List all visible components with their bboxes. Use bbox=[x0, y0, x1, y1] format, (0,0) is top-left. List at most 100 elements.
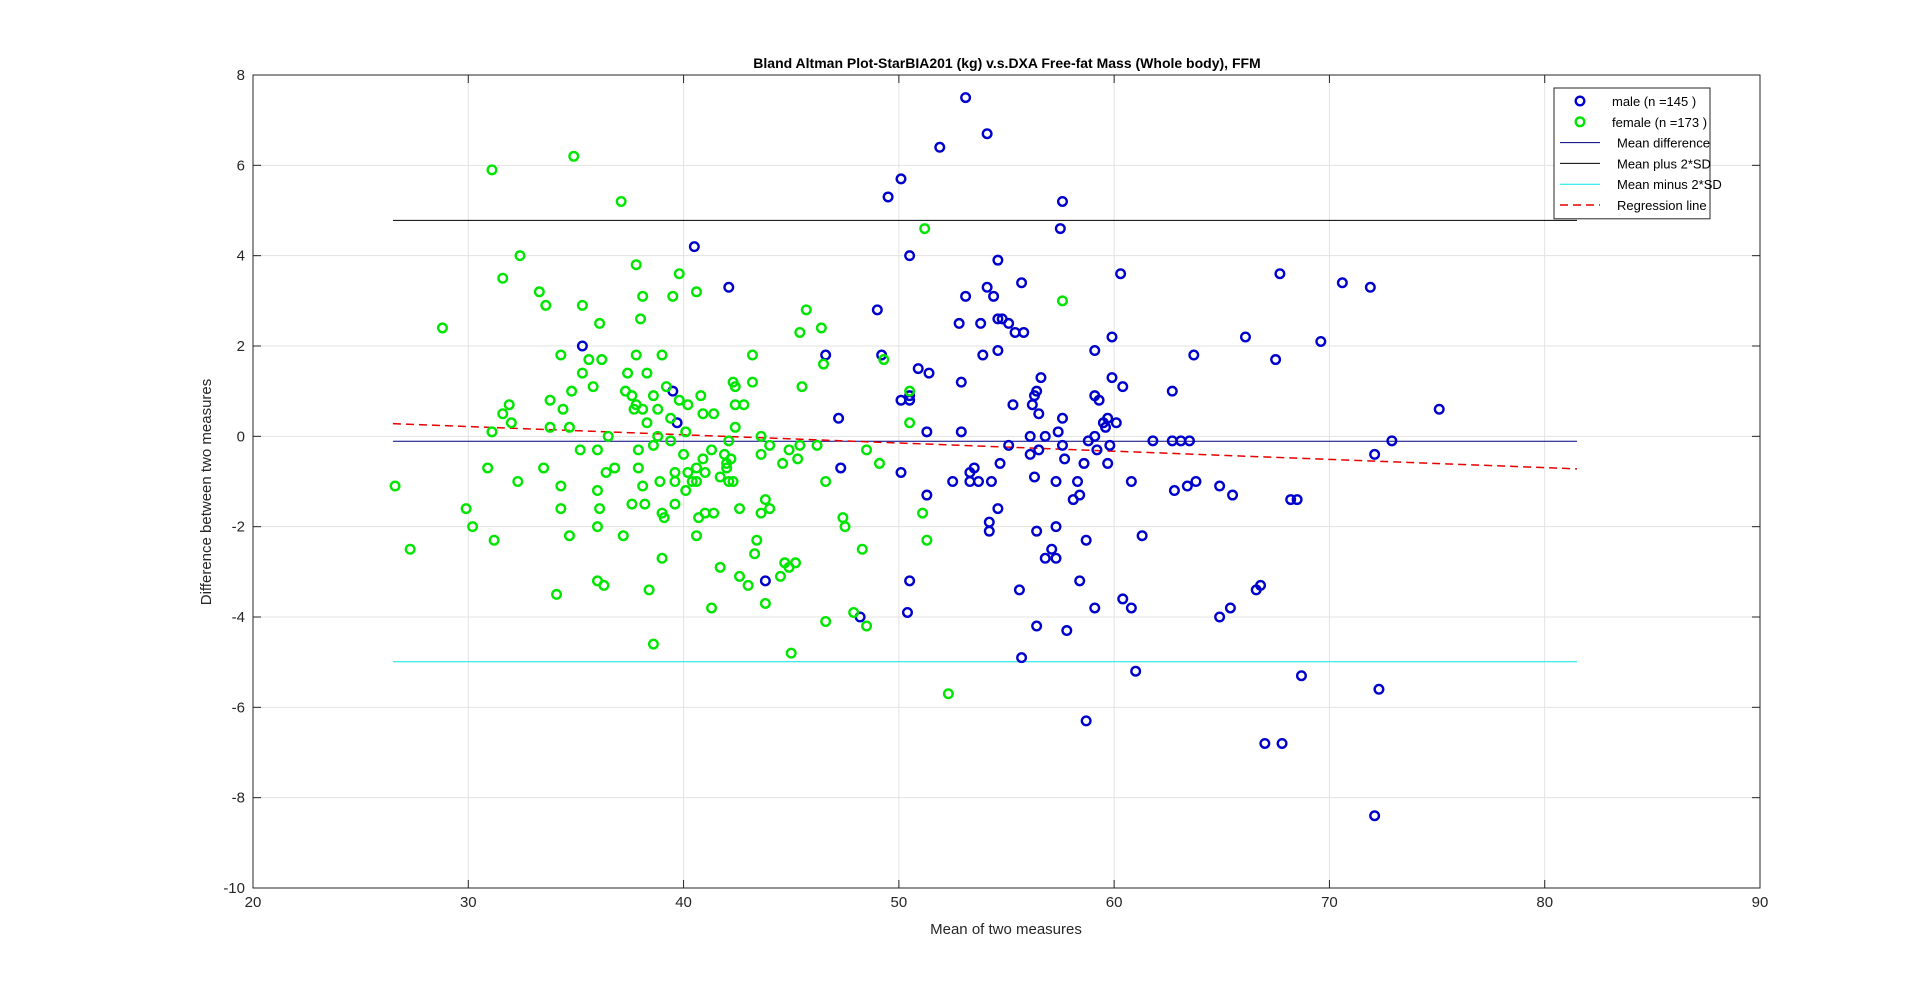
legend-label: female (n =173 ) bbox=[1612, 115, 1707, 130]
male-point bbox=[1013, 584, 1025, 596]
female-point bbox=[551, 588, 563, 600]
male-point bbox=[1031, 525, 1043, 537]
male-point bbox=[1046, 543, 1058, 555]
x-tick-label: 40 bbox=[675, 894, 692, 911]
y-tick-label: -8 bbox=[232, 790, 245, 807]
male-point bbox=[955, 376, 967, 388]
x-axis-title: Mean of two measures bbox=[930, 921, 1082, 938]
x-tick-label: 20 bbox=[245, 894, 262, 911]
female-point bbox=[742, 579, 754, 591]
male-point bbox=[1259, 737, 1271, 749]
female-point bbox=[723, 435, 735, 447]
male-point bbox=[1050, 521, 1062, 533]
female-point bbox=[583, 354, 595, 366]
male-point bbox=[1050, 552, 1062, 564]
female-point bbox=[660, 381, 672, 393]
male-point bbox=[1274, 268, 1286, 280]
legend-label: Mean difference bbox=[1617, 136, 1710, 151]
male-point bbox=[1102, 457, 1114, 469]
male-point bbox=[1024, 430, 1036, 442]
female-point bbox=[738, 399, 750, 411]
female-point bbox=[591, 521, 603, 533]
male-point bbox=[1003, 439, 1015, 451]
female-point bbox=[544, 421, 556, 433]
female-point bbox=[714, 471, 726, 483]
female-point bbox=[576, 299, 588, 311]
female-point bbox=[873, 457, 885, 469]
male-point bbox=[1028, 471, 1040, 483]
male-point bbox=[1052, 426, 1064, 438]
female-point bbox=[568, 150, 580, 162]
male-point bbox=[994, 457, 1006, 469]
female-point bbox=[555, 503, 567, 515]
male-point bbox=[895, 394, 907, 406]
male-point bbox=[688, 241, 700, 253]
male-point bbox=[895, 466, 907, 478]
male-point bbox=[576, 340, 588, 352]
male-point bbox=[1115, 268, 1127, 280]
male-point bbox=[1100, 421, 1112, 433]
female-point bbox=[637, 480, 649, 492]
male-point bbox=[975, 317, 987, 329]
female-point bbox=[783, 444, 795, 456]
female-point bbox=[594, 503, 606, 515]
female-point bbox=[598, 579, 610, 591]
legend-label: Regression line bbox=[1617, 198, 1707, 213]
regression-line-line bbox=[392, 422, 1578, 470]
x-tick-label: 30 bbox=[460, 894, 477, 911]
male-point bbox=[1270, 354, 1282, 366]
male-point bbox=[1056, 439, 1068, 451]
male-point bbox=[1016, 652, 1028, 664]
male-point bbox=[977, 349, 989, 361]
female-point bbox=[680, 485, 692, 497]
legend-box bbox=[1553, 87, 1711, 220]
male-point bbox=[981, 128, 993, 140]
female-point bbox=[820, 616, 832, 628]
female-point bbox=[626, 498, 638, 510]
grid-lines bbox=[252, 74, 1761, 889]
female-point bbox=[654, 476, 666, 488]
male-point bbox=[1276, 737, 1288, 749]
male-point bbox=[1336, 277, 1348, 289]
female-point bbox=[678, 448, 690, 460]
female-point bbox=[641, 367, 653, 379]
male-point bbox=[1364, 281, 1376, 293]
male-point bbox=[1033, 444, 1045, 456]
male-point bbox=[1224, 602, 1236, 614]
male-point bbox=[1033, 408, 1045, 420]
y-tick-label: 4 bbox=[237, 248, 245, 265]
male-point bbox=[1190, 476, 1202, 488]
male-point bbox=[1291, 494, 1303, 506]
male-point bbox=[904, 575, 916, 587]
female-point bbox=[658, 512, 670, 524]
male-point bbox=[1039, 430, 1051, 442]
female-point bbox=[706, 602, 718, 614]
female-point bbox=[792, 453, 804, 465]
female-point bbox=[1056, 295, 1068, 307]
male-point bbox=[1315, 335, 1327, 347]
female-point bbox=[656, 552, 668, 564]
male-point bbox=[1056, 412, 1068, 424]
y-tick-label: 6 bbox=[237, 157, 245, 174]
y-tick-label: -10 bbox=[223, 880, 245, 897]
male-point bbox=[934, 141, 946, 153]
male-point bbox=[1369, 448, 1381, 460]
male-point bbox=[1188, 349, 1200, 361]
female-point bbox=[594, 317, 606, 329]
female-point bbox=[749, 548, 761, 560]
female-point bbox=[667, 290, 679, 302]
male-point bbox=[1117, 381, 1129, 393]
x-tick-label: 70 bbox=[1321, 894, 1338, 911]
male-point bbox=[1089, 345, 1101, 357]
legend: male (n =145 ) female (n =173 ) Mean diffe… bbox=[1553, 87, 1722, 220]
x-tick-label: 80 bbox=[1536, 894, 1553, 911]
y-tick-label: -4 bbox=[232, 609, 245, 626]
male-point bbox=[1433, 403, 1445, 415]
female-point bbox=[734, 570, 746, 582]
female-point bbox=[734, 503, 746, 515]
male-point bbox=[1285, 494, 1297, 506]
male-point bbox=[1078, 457, 1090, 469]
female-point bbox=[591, 444, 603, 456]
female-point bbox=[839, 521, 851, 533]
plot-frame bbox=[252, 74, 1761, 889]
